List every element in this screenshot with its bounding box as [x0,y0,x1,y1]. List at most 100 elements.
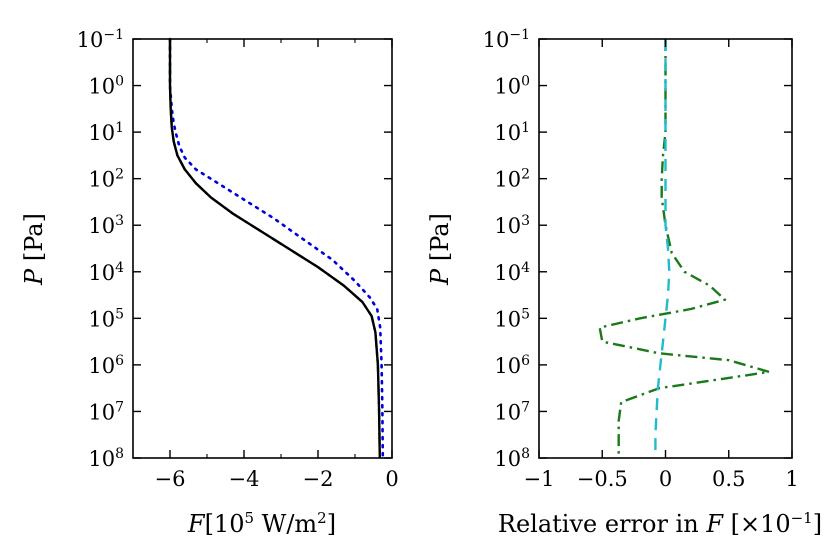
left-series-solid [168,39,381,459]
right-y-tick-label: 105 [494,306,530,331]
right-y-tick-exponent: 8 [521,446,530,462]
left-y-tick-label: 10−1 [77,27,124,52]
left-y-tick-exponent: 0 [115,74,124,90]
right-y-tick-base: 10 [494,168,521,192]
left-y-tick-label: 102 [88,167,124,192]
right-y-axis-var: P [426,268,454,286]
left-x-axis-var: F [187,510,206,538]
right-y-tick-exponent: 3 [521,213,530,229]
right-axes-frame [538,38,793,459]
left-x-axis-unit-mid: W/m [254,510,317,538]
right-x-tick-label: 0 [659,467,672,491]
left-x-tick-label: −2 [303,467,334,491]
left-y-tick-exponent: 5 [115,306,124,322]
left-y-tick-label: 104 [88,260,124,285]
right-y-tick-base: 10 [494,307,521,331]
right-y-tick-exponent: 7 [521,399,530,415]
left-x-tick-label: −4 [229,467,260,491]
right-y-tick-base: 10 [483,28,510,52]
left-y-axis-label: P [Pa] [20,213,48,286]
right-y-tick-exponent: 5 [521,306,530,322]
left-x-axis-unit-close: ] [327,510,336,538]
right-x-tick-label: −0.5 [577,467,628,491]
right-y-tick-base: 10 [494,354,521,378]
left-y-axis-var: P [20,268,48,286]
left-y-tick-label: 103 [88,213,124,238]
right-y-tick-label: 100 [494,74,530,99]
left-y-tick-base: 10 [88,168,115,192]
right-y-tick-label: 106 [494,353,530,378]
right-x-axis-label: Relative error in F [×10−1] [498,509,822,538]
left-y-tick-exponent: 4 [115,260,124,276]
left-y-tick-base: 10 [88,75,115,99]
right-series-layer [598,39,771,458]
left-x-tick-label: 0 [385,467,398,491]
left-y-tick-label: 101 [88,120,124,145]
left-y-tick-base: 10 [88,121,115,145]
right-y-tick-exponent: 0 [521,74,530,90]
right-x-axis-pre: Relative error in [498,510,706,538]
left-y-tick-exponent: 8 [115,446,124,462]
left-x-axis-unit-exp: 5 [244,509,254,527]
right-y-tick-exponent: 2 [521,167,530,183]
left-y-tick-base: 10 [88,261,115,285]
left-y-tick-base: 10 [88,447,115,471]
left-y-tick-base: 10 [88,400,115,424]
left-x-axis-label: F[105 W/m2] [187,509,336,538]
right-series-dashed [654,39,671,458]
right-y-tick-exponent: 1 [521,120,530,136]
right-y-tick-label: 102 [494,167,530,192]
right-y-tick-base: 10 [494,75,521,99]
right-x-axis-var: F [705,510,724,538]
right-y-axis-unit: [Pa] [426,213,454,269]
left-y-tick-exponent: 3 [115,213,124,229]
left-y-tick-label: 107 [88,399,124,424]
right-y-tick-label: 103 [494,213,530,238]
left-series-layer [168,37,385,460]
right-y-tick-base: 10 [494,447,521,471]
left-series-dash-dot [168,39,381,459]
left-y-tick-exponent: 2 [115,167,124,183]
right-x-tick-label: −1 [524,467,555,491]
right-y-tick-base: 10 [494,261,521,285]
left-y-tick-exponent: −1 [103,27,124,43]
right-y-tick-label: 104 [494,260,530,285]
left-y-tick-base: 10 [88,307,115,331]
left-y-tick-exponent: 6 [115,353,124,369]
left-y-tick-label: 108 [88,446,124,471]
left-y-tick-label: 100 [88,74,124,99]
left-x-axis-unit-open: [10 [205,510,245,538]
right-ticks-layer: −1 −0.5 0 0.5 110−11001011021031041051061071… [483,27,799,491]
right-x-tick-label: 0.5 [712,467,745,491]
right-y-tick-label: 10−1 [483,27,530,52]
left-x-axis-unit-exp2: 2 [317,509,327,527]
right-y-tick-exponent: 6 [521,353,530,369]
left-y-tick-base: 10 [77,28,104,52]
right-x-axis-unit-close: ] [813,510,822,538]
left-axes-frame [132,38,393,459]
left-y-axis-unit: [Pa] [20,213,48,269]
right-y-tick-label: 101 [494,120,530,145]
left-series-dotted [168,37,385,460]
right-x-axis-unit-exp: −1 [791,509,813,527]
left-y-tick-label: 105 [88,306,124,331]
right-y-tick-label: 107 [494,399,530,424]
left-y-tick-exponent: 7 [115,399,124,415]
right-x-tick-label: 1 [785,467,798,491]
right-y-tick-exponent: 4 [521,260,530,276]
right-y-tick-base: 10 [494,121,521,145]
right-y-axis-label: P [Pa] [426,213,454,286]
right-series-dash-dot [598,39,771,458]
right-y-tick-base: 10 [494,214,521,238]
right-y-tick-label: 108 [494,446,530,471]
right-y-tick-exponent: −1 [509,27,530,43]
left-y-tick-base: 10 [88,354,115,378]
right-panel: −1 −0.5 0 0.5 110−11001011021031041051061071… [426,27,822,538]
left-y-tick-base: 10 [88,214,115,238]
right-y-tick-base: 10 [494,400,521,424]
left-y-tick-label: 106 [88,353,124,378]
right-x-axis-unit-open: [×10 [723,510,791,538]
